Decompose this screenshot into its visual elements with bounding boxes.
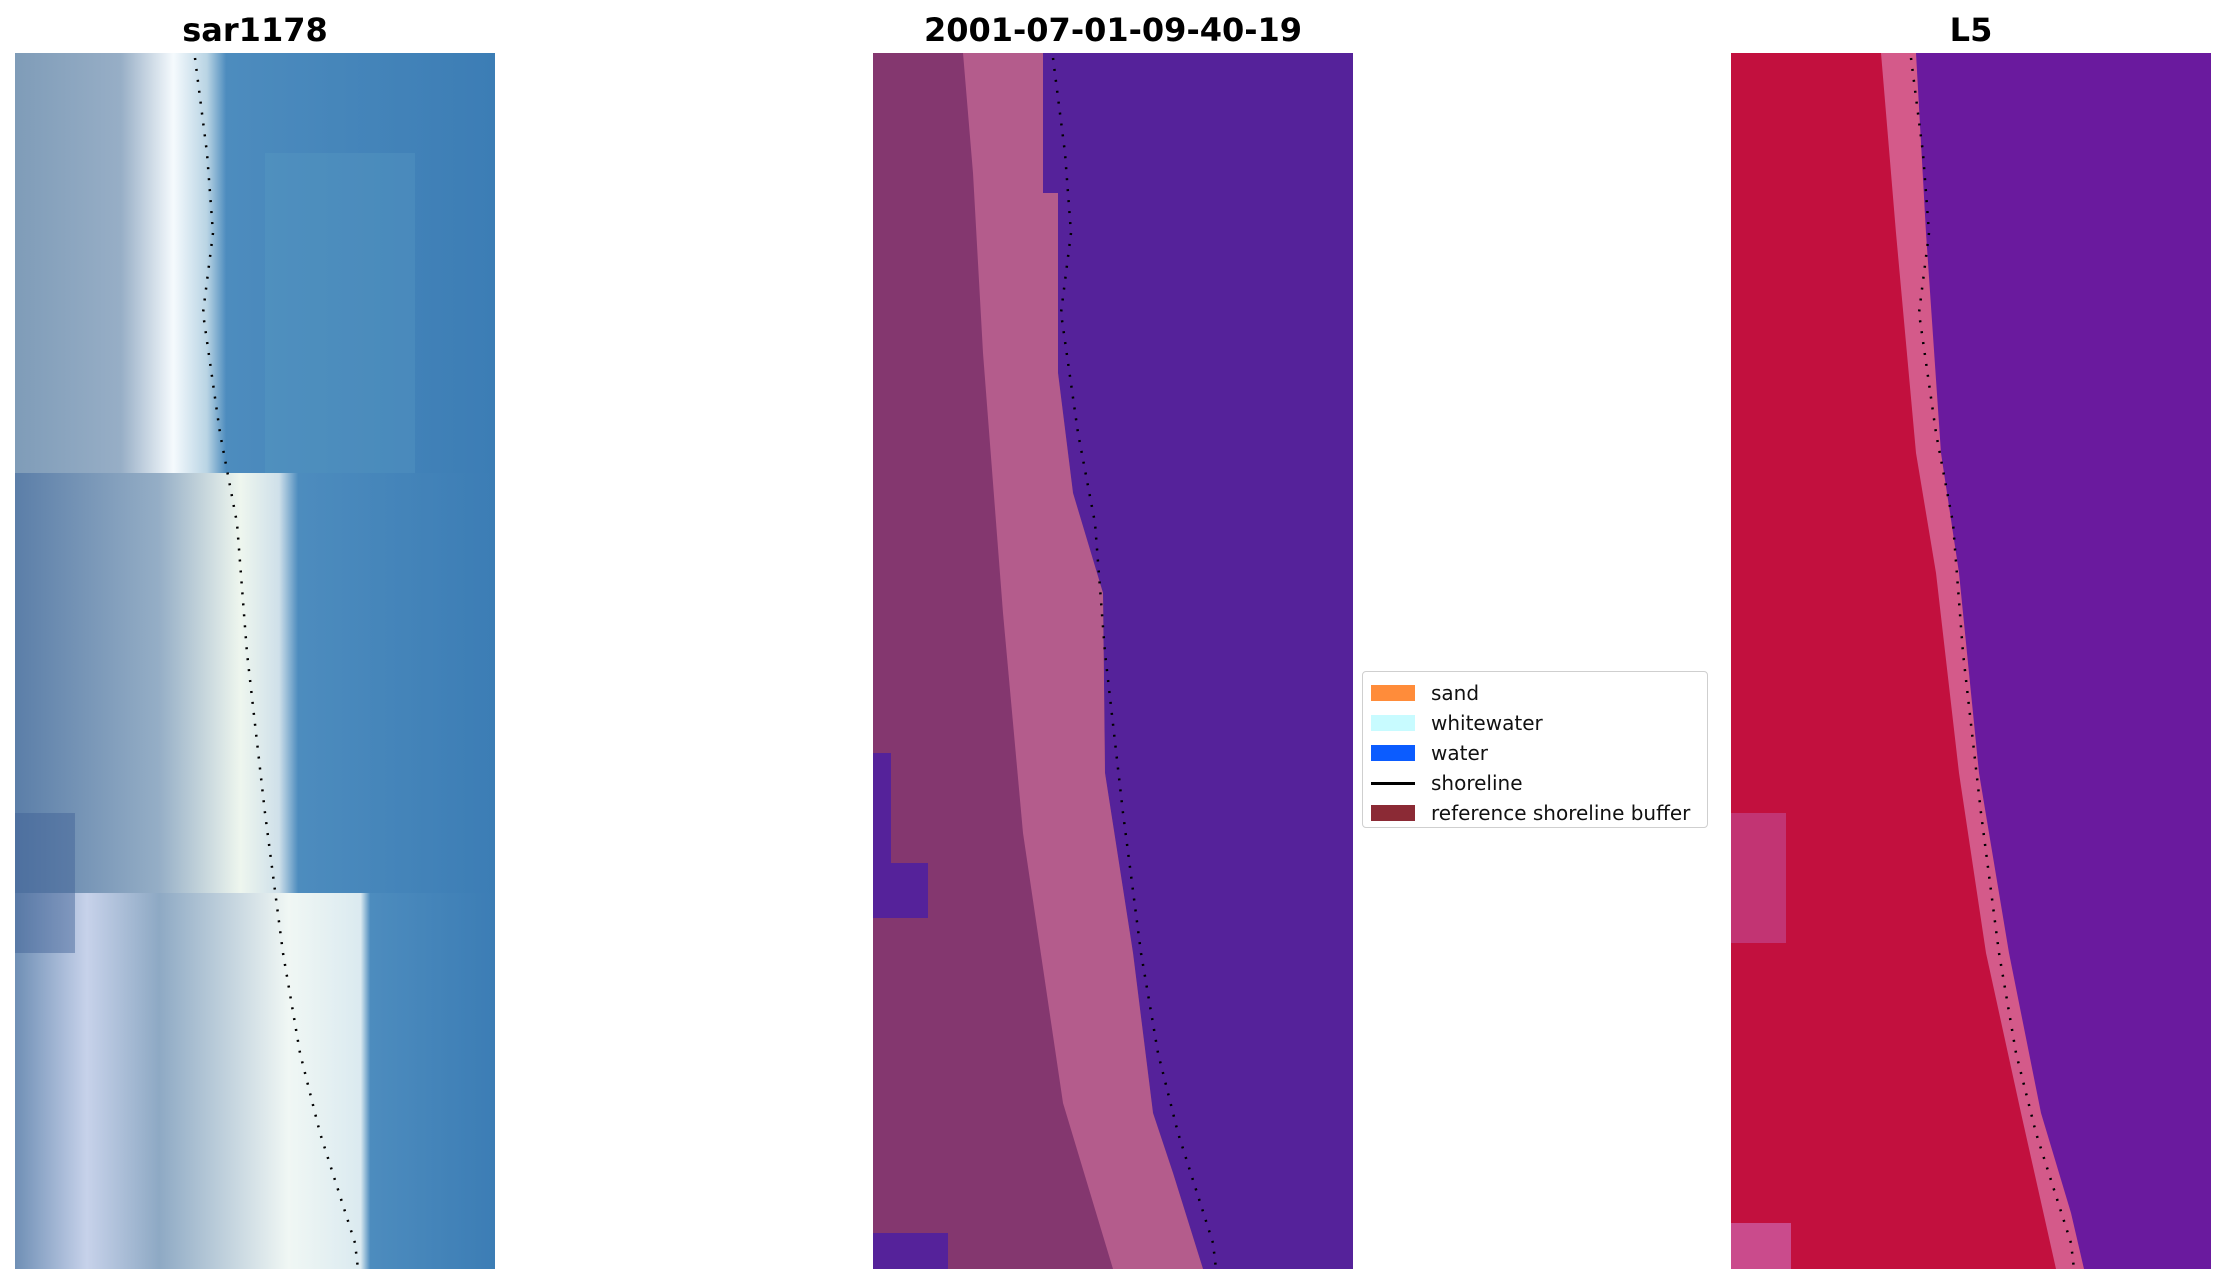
legend-item-water: water (1371, 738, 1699, 768)
panel-title-mndwi: L5 (1949, 11, 1993, 49)
panel-title-rgb: sar1178 (182, 11, 328, 49)
whitewater-swatch (1371, 715, 1415, 731)
reference-buffer-swatch (1371, 805, 1415, 821)
legend: sand whitewater water shoreline referenc… (1362, 671, 1708, 828)
sand-swatch (1371, 685, 1415, 701)
rgb-image (15, 53, 495, 1269)
legend-label: shoreline (1431, 771, 1523, 795)
legend-item-reference-buffer: reference shoreline buffer (1371, 798, 1699, 828)
mndwi-image (1731, 53, 2211, 1269)
classified-image-panel (873, 53, 1353, 1269)
legend-item-sand: sand (1371, 678, 1699, 708)
legend-item-whitewater: whitewater (1371, 708, 1699, 738)
classified-image (873, 53, 1353, 1269)
legend-label: reference shoreline buffer (1431, 801, 1691, 825)
legend-label: whitewater (1431, 711, 1543, 735)
water-swatch (1371, 745, 1415, 761)
legend-label: sand (1431, 681, 1480, 705)
rgb-image-panel (15, 53, 495, 1269)
mndwi-image-panel (1731, 53, 2211, 1269)
panel-title-classified: 2001-07-01-09-40-19 (923, 11, 1303, 49)
legend-label: water (1431, 741, 1488, 765)
shoreline-line-swatch (1371, 781, 1415, 785)
legend-item-shoreline: shoreline (1371, 768, 1699, 798)
